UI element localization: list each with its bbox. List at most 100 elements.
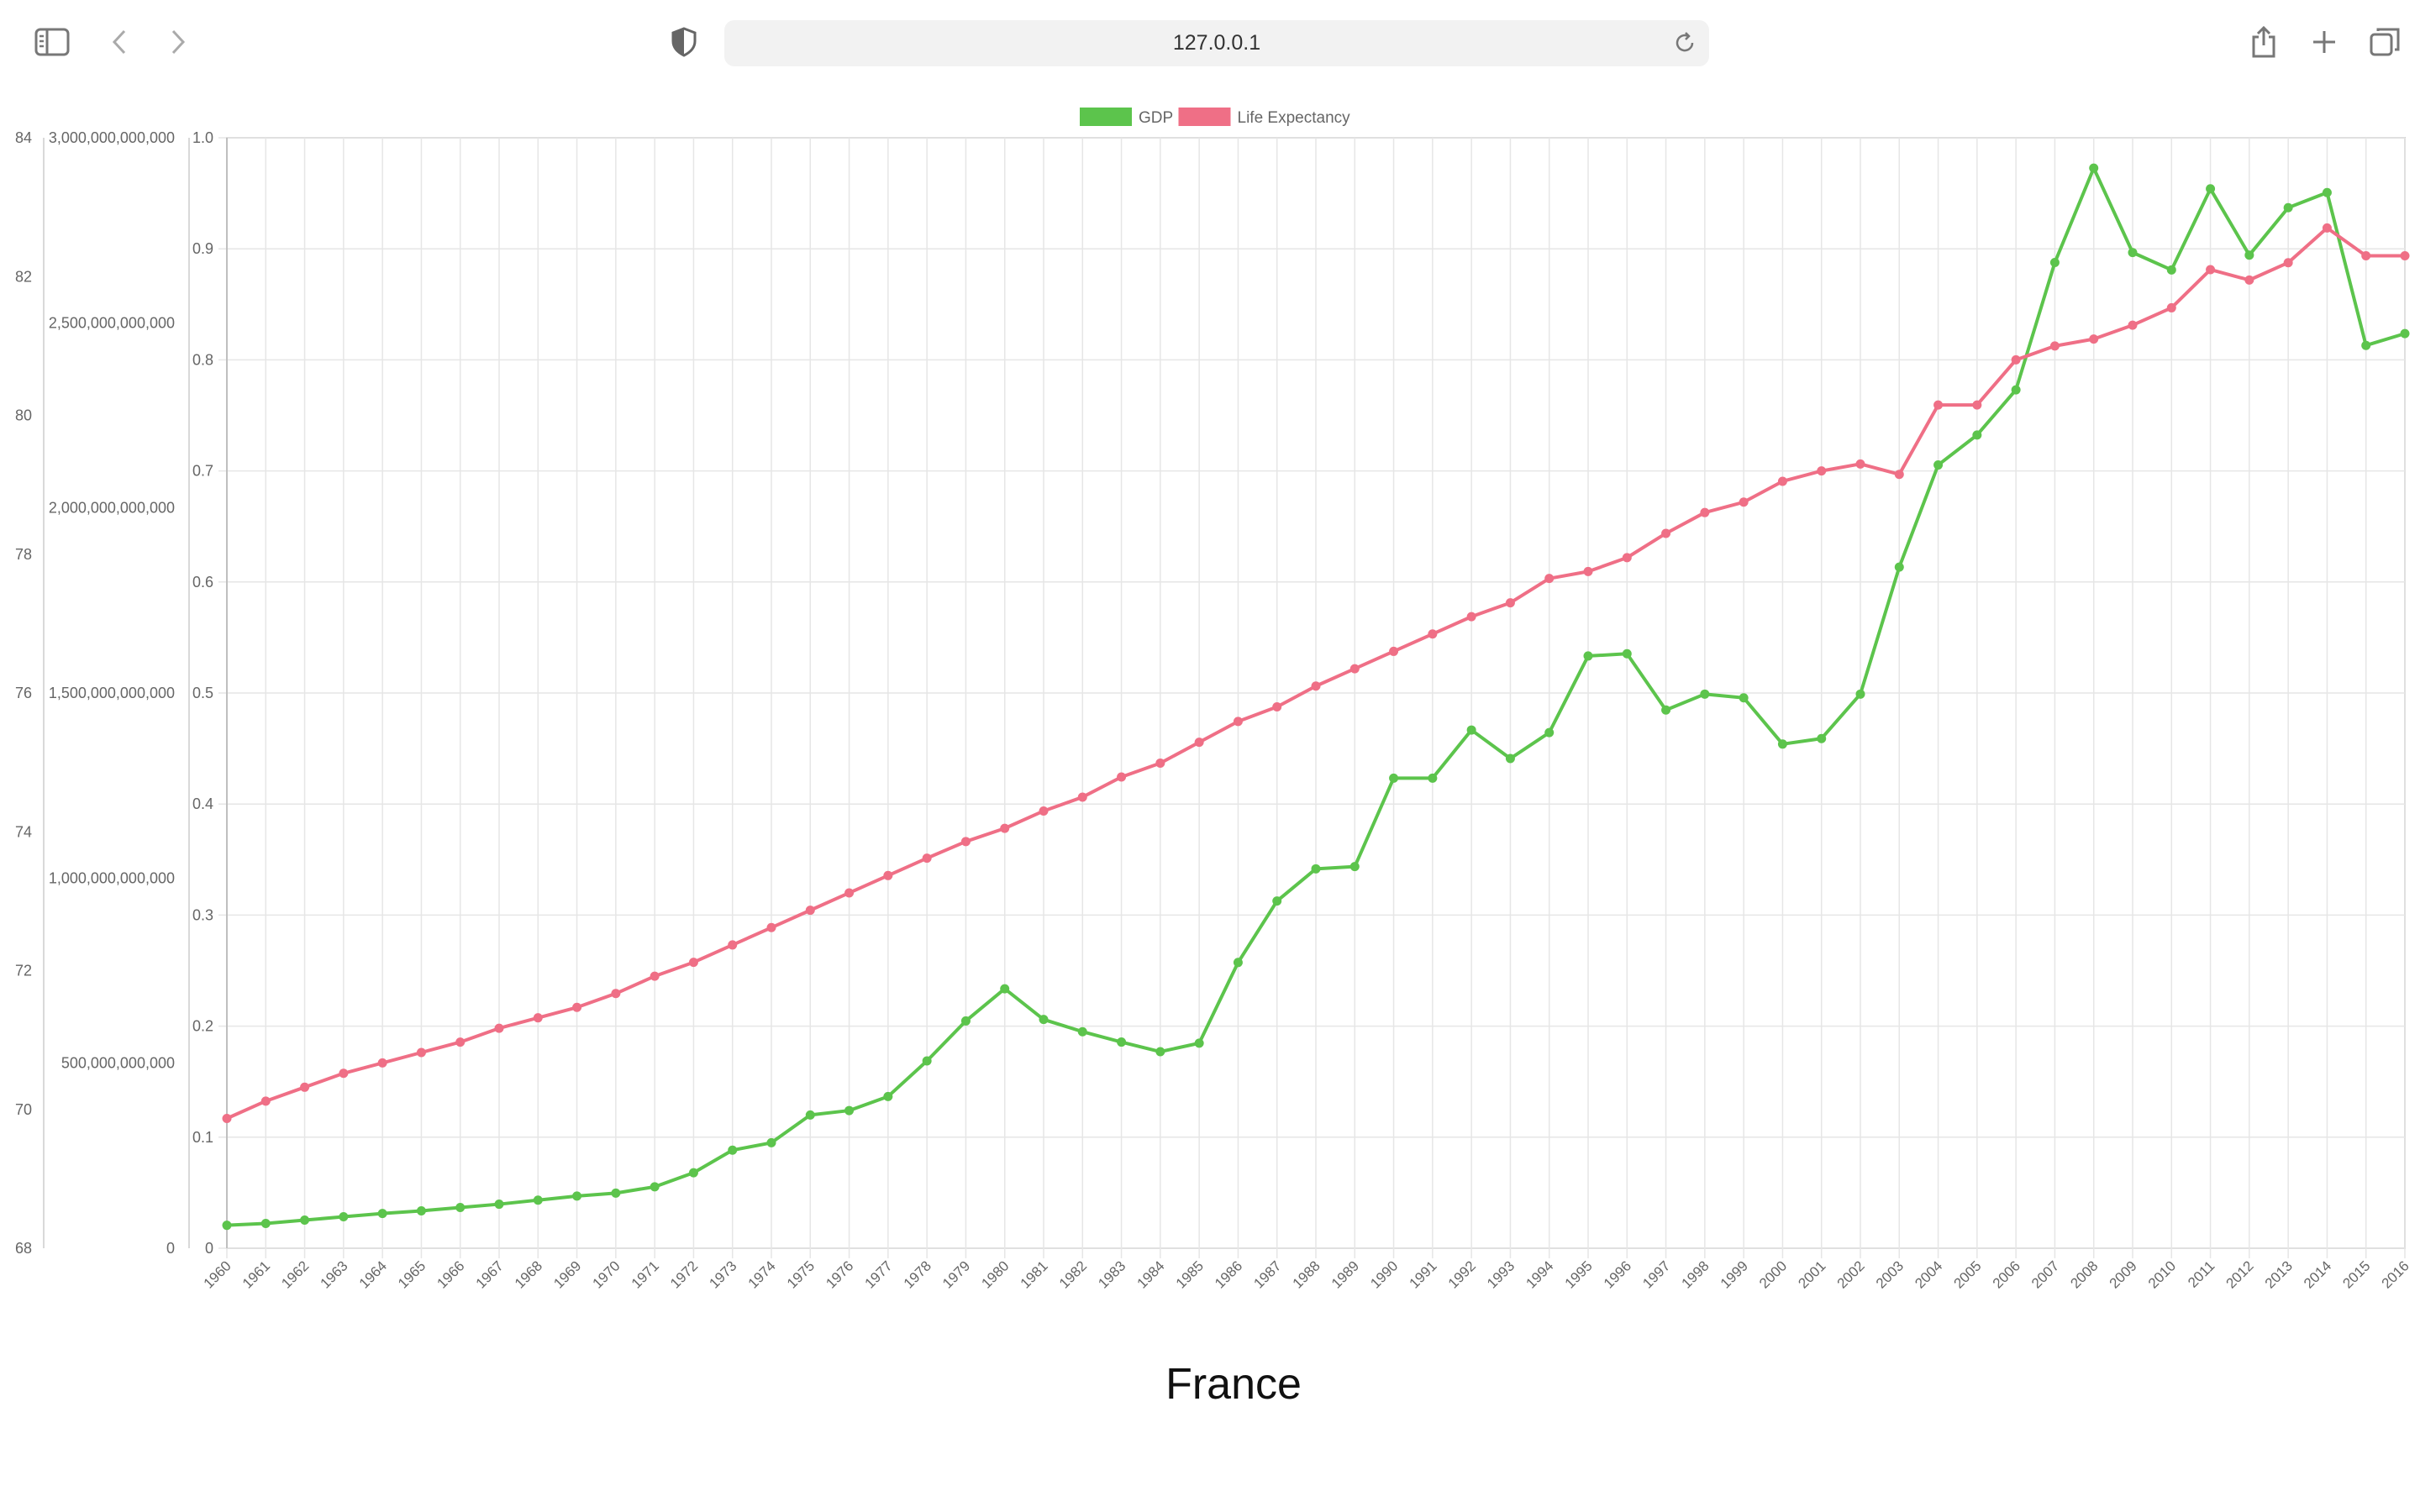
data-point-life (1583, 566, 1593, 576)
sidebar-toggle-button[interactable] (32, 22, 72, 62)
data-point-gdp (455, 1203, 466, 1213)
sidebar-icon (34, 28, 70, 56)
x-axis-tick-label: 2009 (2107, 1257, 2140, 1291)
forward-button[interactable] (158, 22, 198, 62)
data-point-gdp (1155, 1047, 1165, 1057)
data-point-life (766, 922, 776, 932)
data-point-life (1077, 792, 1087, 802)
legend-swatch (1080, 108, 1132, 126)
data-point-gdp (1272, 896, 1282, 906)
x-axis-tick-label: 1983 (1095, 1257, 1128, 1291)
y-axis-unit-tick-label: 0.6 (192, 574, 213, 591)
data-point-life (2049, 341, 2060, 351)
data-point-gdp (650, 1182, 660, 1192)
data-point-gdp (2322, 187, 2332, 197)
x-axis-tick-label: 1965 (395, 1257, 429, 1291)
legend-item[interactable]: GDP (1080, 108, 1173, 127)
legend[interactable]: GDP Life Expectancy (1080, 108, 1350, 127)
share-icon (2252, 25, 2275, 58)
x-axis-tick-label: 1970 (590, 1257, 623, 1291)
y-axis-life-tick-label: 76 (15, 685, 32, 701)
back-button[interactable] (99, 22, 139, 62)
x-axis-tick-label: 1994 (1523, 1257, 1556, 1291)
x-axis-tick-label: 1963 (318, 1257, 351, 1291)
x-axis-tick-label: 2011 (2185, 1257, 2217, 1290)
reload-icon[interactable] (1672, 30, 1697, 55)
x-axis-tick-label: 2002 (1834, 1257, 1868, 1291)
x-axis-tick-label: 1991 (1407, 1257, 1440, 1291)
data-point-gdp (2128, 248, 2138, 258)
data-point-gdp (300, 1215, 310, 1226)
x-axis-tick-label: 1989 (1328, 1257, 1362, 1291)
series (222, 163, 2410, 1231)
y-axis-unit-tick-label: 0.5 (192, 685, 213, 701)
x-axis-tick-label: 1990 (1367, 1257, 1401, 1291)
y-axis-gdp-tick-label: 2,500,000,000,000 (49, 314, 175, 331)
data-point-life (416, 1047, 426, 1058)
data-point-life (728, 940, 738, 950)
y-axis-gdp-tick-label: 1,000,000,000,000 (49, 869, 175, 886)
data-point-gdp (339, 1212, 349, 1222)
data-point-gdp (377, 1209, 387, 1219)
data-point-life (805, 906, 815, 916)
legend-item[interactable]: Life Expectancy (1178, 108, 1351, 127)
x-axis-tick-label: 2014 (2301, 1257, 2334, 1291)
data-point-life (1117, 772, 1127, 782)
privacy-shield-button[interactable] (664, 22, 704, 62)
new-tab-button[interactable] (2304, 22, 2344, 62)
x-axis-tick-label: 2012 (2223, 1257, 2257, 1291)
data-point-life (1894, 470, 1904, 480)
y-axis-life-tick-label: 70 (15, 1101, 32, 1118)
x-axis-tick-label: 2008 (2067, 1257, 2101, 1291)
y-axis-unit-tick-label: 0.7 (192, 463, 213, 480)
x-axis-tick-label: 2006 (1990, 1257, 2023, 1291)
x-axis-tick-label: 1997 (1639, 1257, 1673, 1291)
browser-toolbar: 127.0.0.1 (0, 0, 2420, 84)
y-axis-gdp-tick-label: 2,000,000,000,000 (49, 500, 175, 517)
share-button[interactable] (2244, 22, 2284, 62)
data-point-gdp (728, 1145, 738, 1155)
data-point-life (2166, 302, 2176, 312)
data-point-life (1311, 681, 1321, 691)
data-point-gdp (494, 1200, 504, 1210)
x-axis-tick-label: 1984 (1134, 1257, 1168, 1291)
forward-icon (171, 29, 186, 55)
data-point-gdp (1622, 648, 1632, 659)
x-axis-tick-label: 1960 (201, 1257, 234, 1291)
data-point-gdp (1194, 1038, 1204, 1048)
y-axis-life-tick-label: 78 (15, 546, 32, 563)
data-point-life (1855, 459, 1865, 469)
data-point-gdp (1233, 958, 1243, 968)
tabs-overview-button[interactable] (2365, 22, 2405, 62)
data-point-gdp (922, 1056, 932, 1066)
x-axis-tick-label: 1980 (978, 1257, 1012, 1291)
data-point-life (2011, 354, 2021, 365)
data-point-life (1000, 823, 1010, 833)
data-point-life (572, 1002, 582, 1012)
data-point-gdp (688, 1168, 698, 1178)
data-point-life (2361, 250, 2371, 260)
data-point-life (1817, 466, 1827, 476)
data-point-gdp (2283, 202, 2293, 213)
data-point-gdp (416, 1205, 426, 1215)
data-point-gdp (1039, 1015, 1049, 1025)
data-point-life (1544, 574, 1555, 584)
data-point-gdp (1894, 562, 1904, 572)
address-bar[interactable]: 127.0.0.1 (724, 20, 1709, 66)
data-point-gdp (533, 1195, 543, 1205)
x-axis-tick-label: 2000 (1756, 1257, 1790, 1291)
data-point-life (1194, 738, 1204, 748)
data-point-gdp (1311, 864, 1321, 874)
data-point-life (1661, 528, 1671, 538)
data-point-gdp (2206, 184, 2216, 194)
data-point-gdp (1777, 739, 1787, 749)
y-axis-unit-tick-label: 0.2 (192, 1018, 213, 1035)
back-icon (112, 29, 126, 55)
y-axis-life-tick-label: 72 (15, 963, 32, 979)
x-axis-tick-label: 1979 (939, 1257, 973, 1291)
x-axis-tick-label: 1974 (745, 1257, 779, 1291)
x-axis-tick-label: 2001 (1795, 1257, 1828, 1291)
data-point-life (2322, 223, 2332, 233)
data-point-gdp (1117, 1037, 1127, 1047)
y-axis-gdp-tick-label: 500,000,000,000 (61, 1055, 175, 1072)
